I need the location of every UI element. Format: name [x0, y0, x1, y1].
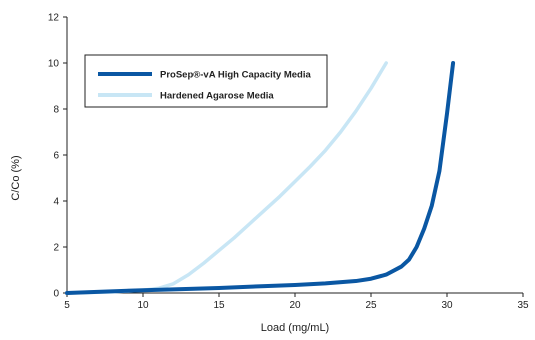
y-tick-label: 2	[53, 243, 59, 254]
y-tick-label: 8	[53, 105, 59, 116]
x-tick-label: 35	[517, 300, 529, 311]
y-tick-label: 0	[53, 289, 59, 300]
x-tick-label: 15	[213, 300, 225, 311]
y-tick-label: 10	[48, 59, 60, 70]
axes: 5 10 15 20 25 30 35 0 2 4 6 8 10 12	[48, 13, 529, 312]
x-axis-title: Load (mg/mL)	[261, 322, 329, 334]
y-axis-title: C/Co (%)	[10, 155, 22, 200]
legend: ProSep®-vA High Capacity Media Hardened A…	[84, 54, 328, 108]
y-tick-label: 6	[53, 151, 59, 162]
x-tick-label: 10	[137, 300, 149, 311]
x-tick-label: 25	[365, 300, 377, 311]
legend-label-2: Hardened Agarose Media	[160, 91, 274, 102]
x-tick-label: 30	[441, 300, 453, 311]
y-tick-label: 12	[48, 13, 60, 24]
series-layer	[65, 61, 456, 295]
series-line-1	[65, 61, 456, 295]
legend-box	[84, 54, 328, 108]
legend-label-1: ProSep®-vA High Capacity Media	[160, 70, 311, 81]
y-tick-label: 4	[53, 197, 59, 208]
x-tick-label: 5	[64, 300, 70, 311]
x-tick-label: 20	[289, 300, 301, 311]
